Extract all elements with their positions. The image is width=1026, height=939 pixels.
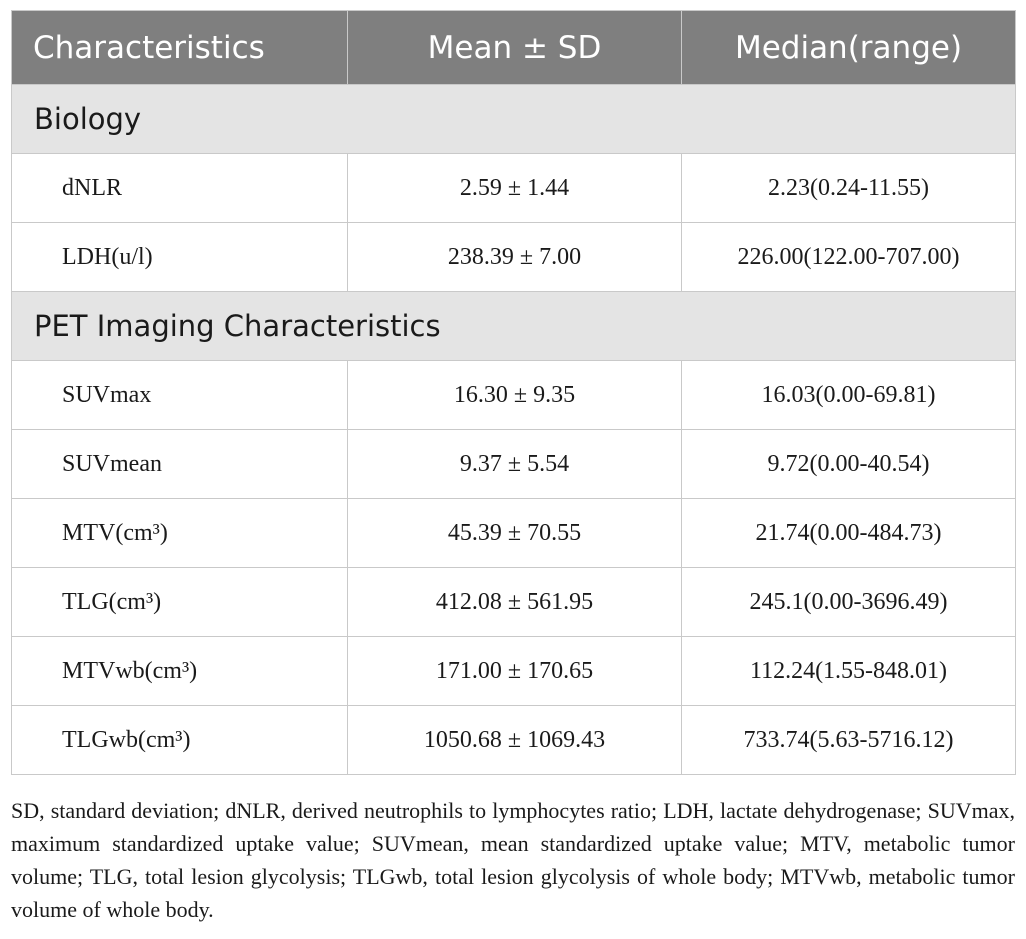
- row-median-range: 733.74(5.63-5716.12): [681, 705, 1016, 775]
- row-mean-sd: 45.39 ± 70.55: [347, 498, 682, 568]
- header-mean-sd: Mean ± SD: [347, 10, 682, 85]
- row-label: LDH(u/l): [11, 222, 348, 292]
- row-mean-sd: 9.37 ± 5.54: [347, 429, 682, 499]
- row-mean-sd: 238.39 ± 7.00: [347, 222, 682, 292]
- row-median-range: 112.24(1.55-848.01): [681, 636, 1016, 706]
- table-row: SUVmean 9.37 ± 5.54 9.72(0.00-40.54): [11, 429, 1016, 499]
- row-mean-sd: 412.08 ± 561.95: [347, 567, 682, 637]
- row-median-range: 9.72(0.00-40.54): [681, 429, 1016, 499]
- row-label: SUVmean: [11, 429, 348, 499]
- row-median-range: 2.23(0.24-11.55): [681, 153, 1016, 223]
- characteristics-table: Characteristics Mean ± SD Median(range) …: [11, 10, 1016, 775]
- table-row: MTVwb(cm³) 171.00 ± 170.65 112.24(1.55-8…: [11, 636, 1016, 706]
- row-label: MTV(cm³): [11, 498, 348, 568]
- header-row: Characteristics Mean ± SD Median(range): [11, 10, 1016, 85]
- section-title: PET Imaging Characteristics: [11, 291, 1016, 361]
- row-label: MTVwb(cm³): [11, 636, 348, 706]
- row-median-range: 21.74(0.00-484.73): [681, 498, 1016, 568]
- header-characteristics: Characteristics: [11, 10, 348, 85]
- row-label: dNLR: [11, 153, 348, 223]
- row-label: SUVmax: [11, 360, 348, 430]
- row-mean-sd: 2.59 ± 1.44: [347, 153, 682, 223]
- row-label: TLG(cm³): [11, 567, 348, 637]
- table-row: MTV(cm³) 45.39 ± 70.55 21.74(0.00-484.73…: [11, 498, 1016, 568]
- table-row: SUVmax 16.30 ± 9.35 16.03(0.00-69.81): [11, 360, 1016, 430]
- table-body: Biology dNLR 2.59 ± 1.44 2.23(0.24-11.55…: [11, 84, 1016, 775]
- section-row-pet-imaging: PET Imaging Characteristics: [11, 291, 1016, 361]
- row-mean-sd: 171.00 ± 170.65: [347, 636, 682, 706]
- row-label: TLGwb(cm³): [11, 705, 348, 775]
- table-row: TLG(cm³) 412.08 ± 561.95 245.1(0.00-3696…: [11, 567, 1016, 637]
- row-median-range: 245.1(0.00-3696.49): [681, 567, 1016, 637]
- table-row: LDH(u/l) 238.39 ± 7.00 226.00(122.00-707…: [11, 222, 1016, 292]
- section-title: Biology: [11, 84, 1016, 154]
- header-median-range: Median(range): [681, 10, 1016, 85]
- table-row: dNLR 2.59 ± 1.44 2.23(0.24-11.55): [11, 153, 1016, 223]
- row-median-range: 226.00(122.00-707.00): [681, 222, 1016, 292]
- row-mean-sd: 1050.68 ± 1069.43: [347, 705, 682, 775]
- table-footnote: SD, standard deviation; dNLR, derived ne…: [11, 798, 1015, 922]
- table-header: Characteristics Mean ± SD Median(range): [11, 10, 1016, 85]
- row-median-range: 16.03(0.00-69.81): [681, 360, 1016, 430]
- table-container: Characteristics Mean ± SD Median(range) …: [11, 10, 1016, 775]
- row-mean-sd: 16.30 ± 9.35: [347, 360, 682, 430]
- table-row: TLGwb(cm³) 1050.68 ± 1069.43 733.74(5.63…: [11, 705, 1016, 775]
- section-row-biology: Biology: [11, 84, 1016, 154]
